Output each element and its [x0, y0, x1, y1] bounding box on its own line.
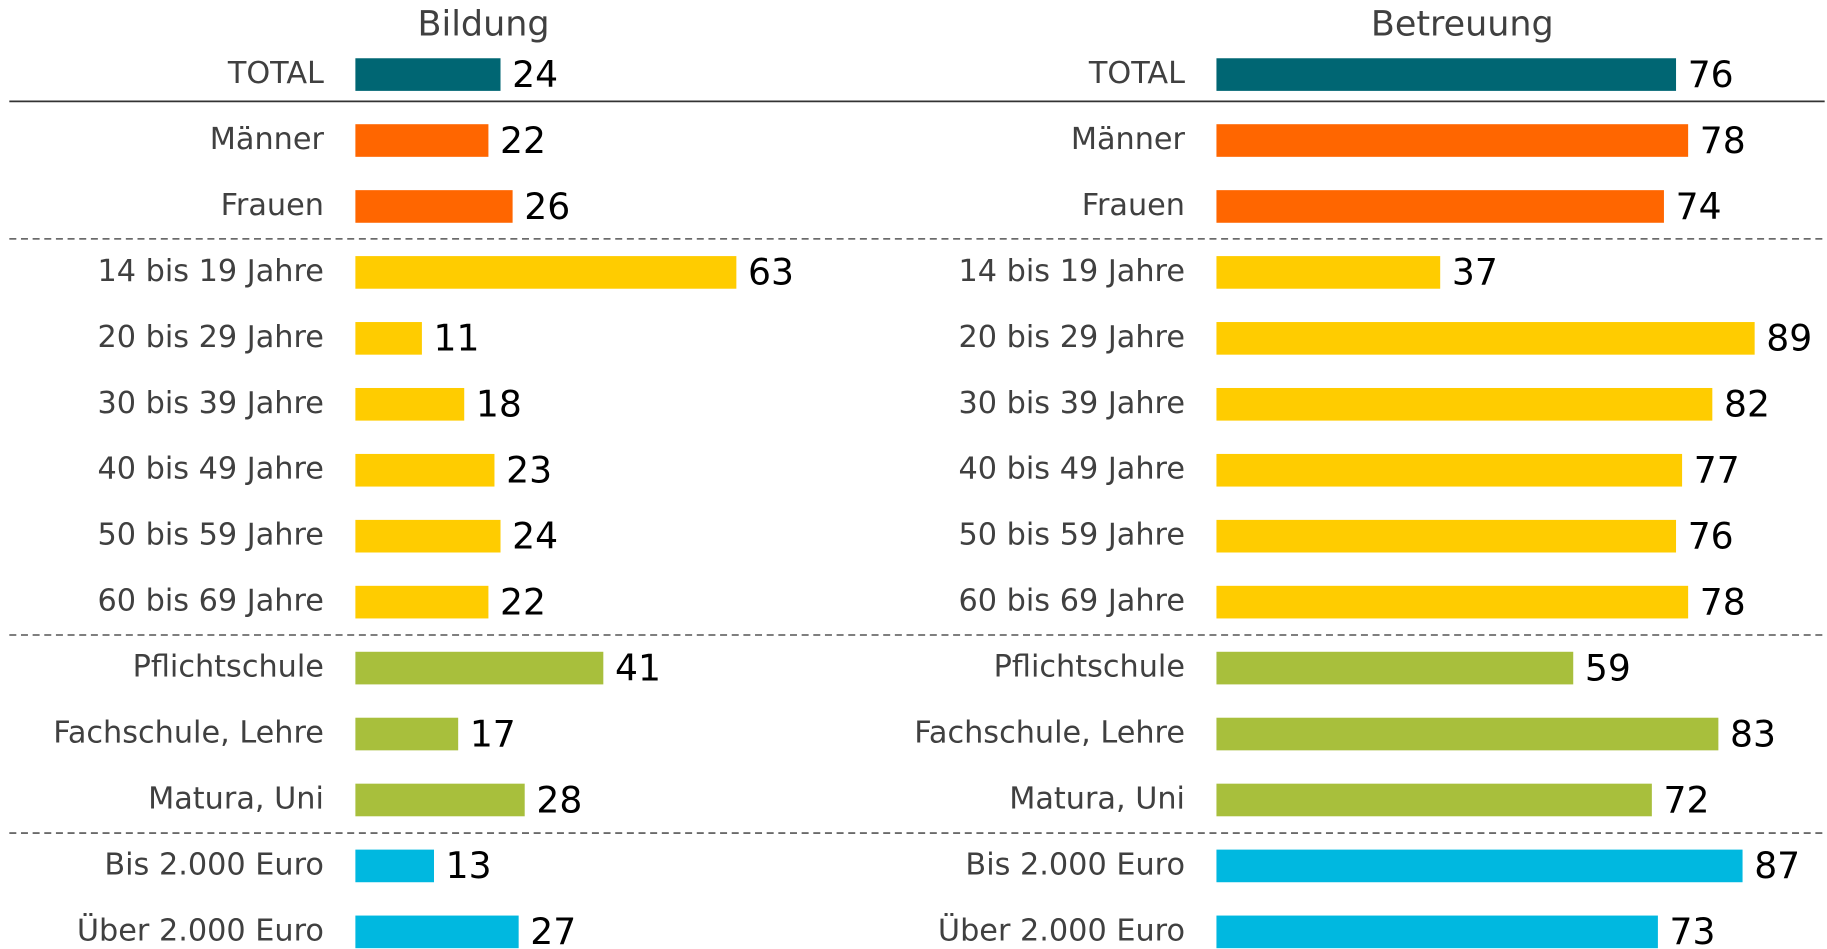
category-label: Männer	[210, 122, 325, 157]
bar	[1216, 585, 1689, 619]
value-label: 24	[512, 53, 558, 96]
category-label: 40 bis 49 Jahre	[959, 452, 1185, 487]
value-label: 74	[1676, 185, 1722, 228]
category-label: Bis 2.000 Euro	[104, 847, 324, 882]
category-label: 50 bis 59 Jahre	[97, 518, 323, 553]
category-label: 40 bis 49 Jahre	[97, 452, 323, 487]
category-label: Bis 2.000 Euro	[965, 847, 1185, 882]
category-label: Männer	[1071, 122, 1186, 157]
bar	[355, 717, 459, 751]
category-label: Matura, Uni	[1009, 781, 1185, 816]
bar	[1216, 651, 1574, 685]
value-label: 82	[1724, 383, 1770, 426]
bar	[355, 519, 501, 553]
category-label: Matura, Uni	[148, 781, 324, 816]
bar	[355, 387, 465, 421]
bar	[1216, 387, 1713, 421]
value-label: 24	[512, 515, 558, 558]
value-label: 87	[1754, 844, 1800, 887]
category-label: Fachschule, Lehre	[914, 716, 1185, 751]
bar	[1216, 519, 1677, 553]
bar	[355, 190, 513, 223]
category-label: 30 bis 39 Jahre	[959, 386, 1185, 421]
value-label: 11	[434, 317, 480, 360]
value-label: 22	[500, 580, 546, 623]
category-label: Frauen	[1082, 188, 1185, 223]
category-label: Über 2.000 Euro	[938, 912, 1185, 948]
value-label: 17	[470, 712, 516, 755]
value-label: 76	[1688, 53, 1734, 96]
category-label: Pflichtschule	[994, 650, 1185, 685]
chart-title: Betreuung	[1371, 5, 1554, 45]
bar	[355, 651, 604, 685]
value-label: 59	[1585, 646, 1631, 689]
value-label: 28	[536, 778, 582, 821]
bar	[355, 783, 525, 817]
category-label: 60 bis 69 Jahre	[959, 584, 1185, 619]
value-label: 73	[1670, 910, 1716, 949]
value-label: 83	[1730, 712, 1776, 755]
value-label: 27	[530, 910, 576, 949]
category-label: 50 bis 59 Jahre	[959, 518, 1185, 553]
value-label: 23	[506, 449, 552, 492]
value-label: 72	[1664, 778, 1710, 821]
value-label: 63	[748, 251, 794, 294]
bar	[1216, 256, 1441, 289]
category-label: 14 bis 19 Jahre	[97, 254, 323, 289]
value-label: 78	[1700, 580, 1746, 623]
category-label: TOTAL	[227, 56, 324, 91]
bar	[355, 915, 519, 949]
bar	[355, 585, 489, 619]
value-label: 13	[446, 844, 492, 887]
bar	[1216, 849, 1743, 883]
value-label: 37	[1452, 251, 1498, 294]
category-label: 60 bis 69 Jahre	[97, 584, 323, 619]
value-label: 22	[500, 119, 546, 162]
bar	[355, 256, 737, 289]
value-label: 76	[1688, 515, 1734, 558]
bar	[355, 849, 434, 883]
chart-title: Bildung	[418, 5, 550, 45]
value-label: 41	[615, 646, 661, 689]
bar	[1216, 58, 1677, 91]
category-label: 20 bis 29 Jahre	[97, 320, 323, 355]
bar	[355, 124, 489, 157]
bar	[1216, 322, 1755, 355]
category-label: Fachschule, Lehre	[53, 716, 324, 751]
bar	[355, 322, 422, 355]
category-label: 14 bis 19 Jahre	[959, 254, 1185, 289]
bar	[1216, 717, 1719, 751]
category-label: TOTAL	[1088, 56, 1185, 91]
value-label: 77	[1694, 449, 1740, 492]
value-label: 78	[1700, 119, 1746, 162]
bar	[1216, 453, 1683, 487]
category-label: Pflichtschule	[133, 650, 324, 685]
bar	[1216, 124, 1689, 157]
category-label: Über 2.000 Euro	[77, 912, 324, 948]
bar	[1216, 783, 1652, 817]
category-label: 30 bis 39 Jahre	[97, 386, 323, 421]
value-label: 89	[1766, 317, 1812, 360]
bar	[1216, 915, 1658, 949]
bar	[355, 453, 495, 487]
value-label: 18	[476, 383, 522, 426]
bar	[355, 58, 501, 91]
category-label: Frauen	[221, 188, 324, 223]
value-label: 26	[524, 185, 570, 228]
bar	[1216, 190, 1664, 223]
category-label: 20 bis 29 Jahre	[959, 320, 1185, 355]
